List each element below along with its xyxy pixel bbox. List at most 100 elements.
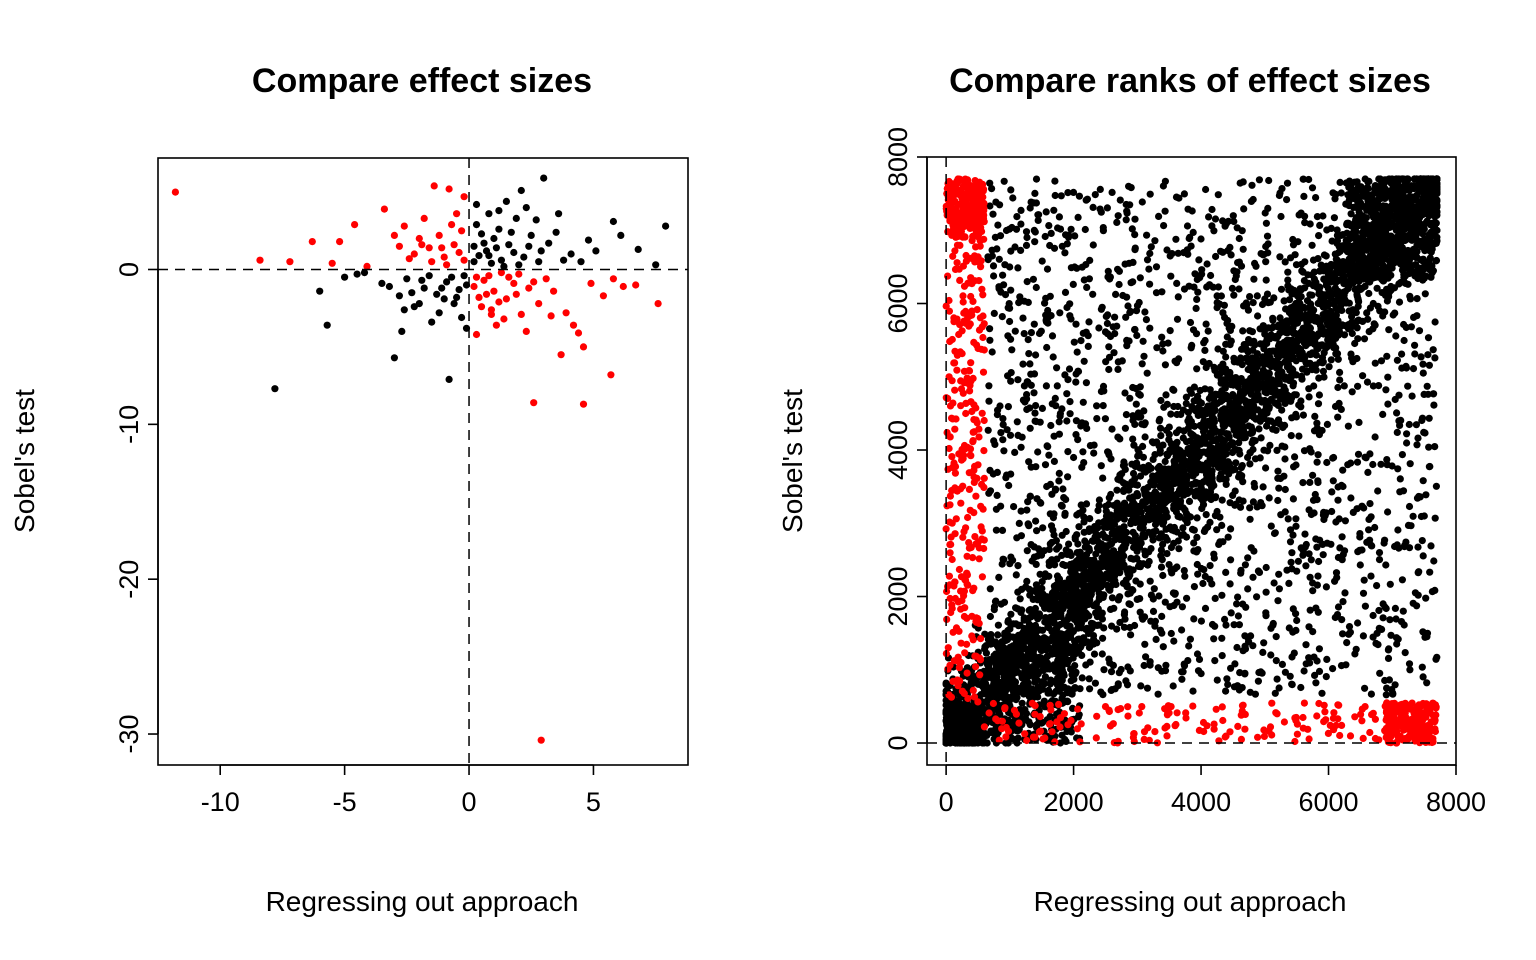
right-point-same-sign bbox=[1189, 687, 1197, 695]
right-point-same-sign bbox=[1165, 472, 1173, 480]
right-point-same-sign bbox=[1249, 498, 1257, 506]
left-chart-title: Compare effect sizes bbox=[252, 62, 592, 100]
right-point-same-sign bbox=[1149, 595, 1157, 603]
right-point-same-sign bbox=[1078, 263, 1086, 271]
right-point-same-sign bbox=[993, 411, 1002, 419]
right-point-same-sign bbox=[1339, 466, 1347, 474]
right-point-same-sign bbox=[1290, 391, 1299, 399]
right-point-same-sign bbox=[1272, 657, 1280, 665]
right-point-same-sign bbox=[1302, 540, 1310, 549]
right-point-same-sign bbox=[1360, 504, 1368, 512]
right-point-same-sign bbox=[1261, 387, 1269, 395]
right-point-same-sign bbox=[1384, 400, 1392, 408]
right-point-same-sign bbox=[1393, 428, 1401, 436]
right-point-same-sign bbox=[1236, 411, 1244, 419]
right-point-same-sign bbox=[1354, 619, 1362, 627]
right-point-same-sign bbox=[1239, 245, 1247, 253]
left-x-axis-label: Regressing out approach bbox=[266, 886, 579, 917]
right-point-same-sign bbox=[1413, 441, 1421, 449]
right-point-same-sign bbox=[1090, 650, 1099, 658]
right-point-same-sign bbox=[1022, 241, 1031, 249]
right-point-same-sign bbox=[1090, 602, 1098, 610]
right-point-same-sign bbox=[1312, 194, 1320, 202]
right-point-same-sign bbox=[1262, 403, 1270, 411]
left-point-opposite-sign bbox=[363, 262, 371, 270]
right-point-same-sign bbox=[1014, 562, 1022, 570]
right-point-same-sign bbox=[1278, 185, 1286, 193]
right-point-same-sign bbox=[1205, 213, 1213, 221]
right-point-same-sign bbox=[1286, 526, 1295, 534]
left-point-same-sign bbox=[502, 197, 510, 205]
right-point-same-sign bbox=[1086, 588, 1095, 596]
right-point-same-sign bbox=[988, 185, 996, 193]
right-point-same-sign bbox=[1393, 640, 1401, 648]
right-point-same-sign bbox=[1247, 411, 1255, 420]
right-point-same-sign bbox=[1009, 194, 1017, 202]
right-point-same-sign bbox=[1101, 533, 1109, 541]
right-point-same-sign bbox=[1161, 361, 1169, 369]
left-point-opposite-sign bbox=[435, 231, 443, 239]
right-point-same-sign bbox=[1022, 710, 1031, 718]
right-point-same-sign bbox=[1173, 315, 1182, 323]
right-point-same-sign bbox=[1120, 486, 1128, 494]
left-point-opposite-sign bbox=[569, 321, 578, 329]
right-point-same-sign bbox=[1244, 306, 1252, 314]
left-point-same-sign bbox=[378, 279, 386, 287]
right-point-same-sign bbox=[1174, 249, 1182, 257]
right-point-same-sign bbox=[1075, 509, 1083, 517]
right-point-same-sign bbox=[1412, 421, 1420, 429]
right-point-same-sign bbox=[1186, 318, 1195, 327]
right-point-same-sign bbox=[1275, 585, 1283, 593]
right-point-same-sign bbox=[1070, 453, 1078, 462]
right-point-same-sign bbox=[1243, 378, 1251, 386]
right-point-same-sign bbox=[1318, 689, 1326, 697]
right-point-same-sign bbox=[1340, 291, 1348, 300]
left-point-same-sign bbox=[420, 284, 428, 292]
right-point-same-sign bbox=[1375, 624, 1383, 632]
right-point-same-sign bbox=[1226, 341, 1234, 349]
right-point-same-sign bbox=[999, 415, 1007, 423]
right-point-same-sign bbox=[1086, 515, 1094, 523]
right-point-same-sign bbox=[1194, 288, 1202, 296]
right-point-same-sign bbox=[1023, 378, 1031, 386]
right-point-same-sign bbox=[999, 421, 1007, 429]
right-point-same-sign bbox=[1133, 595, 1141, 604]
right-point-same-sign bbox=[1336, 178, 1344, 186]
left-point-opposite-sign bbox=[480, 276, 488, 284]
right-point-same-sign bbox=[986, 585, 994, 593]
left-point-opposite-sign bbox=[351, 221, 359, 229]
right-point-same-sign bbox=[1389, 311, 1397, 319]
right-point-same-sign bbox=[1131, 231, 1139, 239]
right-point-same-sign bbox=[1050, 206, 1058, 214]
right-point-same-sign bbox=[1329, 477, 1337, 485]
right-point-same-sign bbox=[999, 271, 1007, 279]
right-point-same-sign bbox=[1360, 335, 1369, 343]
right-point-same-sign bbox=[1262, 258, 1270, 266]
right-point-same-sign bbox=[1185, 234, 1193, 243]
right-point-same-sign bbox=[1213, 437, 1221, 445]
right-point-same-sign bbox=[1270, 294, 1278, 302]
right-point-same-sign bbox=[1111, 313, 1119, 321]
right-point-same-sign bbox=[1250, 547, 1258, 555]
right-point-same-sign bbox=[1238, 345, 1246, 353]
right-point-same-sign bbox=[1431, 514, 1439, 522]
right-point-same-sign bbox=[1011, 243, 1019, 251]
right-point-same-sign bbox=[1256, 373, 1264, 381]
right-point-same-sign bbox=[1061, 371, 1069, 379]
right-point-same-sign bbox=[1267, 362, 1275, 371]
right-point-same-sign bbox=[1371, 523, 1379, 532]
left-point-same-sign bbox=[617, 231, 625, 239]
right-point-same-sign bbox=[1398, 451, 1406, 459]
right-point-same-sign bbox=[1163, 400, 1171, 408]
right-point-same-sign bbox=[1093, 584, 1101, 592]
right-point-same-sign bbox=[1074, 436, 1082, 444]
right-point-same-sign bbox=[1305, 385, 1313, 393]
right-point-same-sign bbox=[1048, 559, 1056, 568]
right-point-same-sign bbox=[1036, 570, 1044, 578]
right-point-same-sign bbox=[1276, 474, 1285, 483]
right-point-same-sign bbox=[1331, 250, 1339, 258]
right-point-same-sign bbox=[1172, 235, 1180, 243]
right-point-same-sign bbox=[1281, 508, 1289, 516]
right-point-same-sign bbox=[1427, 542, 1435, 550]
right-point-same-sign bbox=[1223, 675, 1231, 683]
